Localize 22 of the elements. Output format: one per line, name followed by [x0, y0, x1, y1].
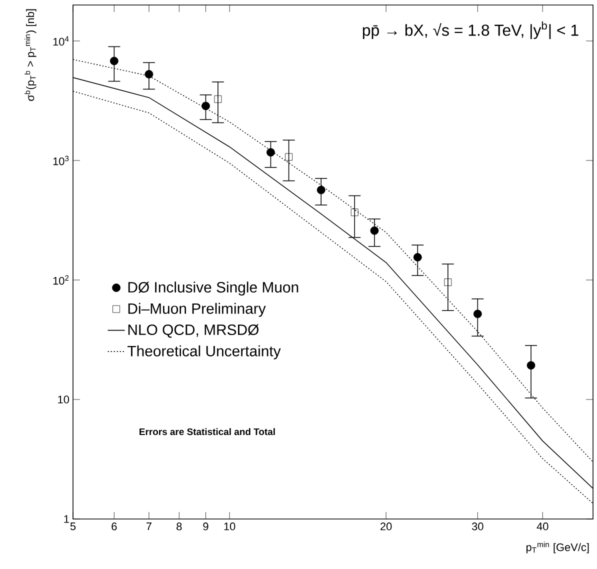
text: σ$^{b}$(p$_{T}$$^{b}$ > p$_{T}$$^{min}$) [nb]	[24, 9, 36, 101]
x-tick-label: 30	[472, 522, 484, 530]
x-tick-label: 8	[176, 522, 182, 530]
y-tick-label: 10$^{2}$	[53, 275, 69, 285]
x-tick-label: 6	[112, 522, 117, 530]
y-tick-label: 1	[64, 515, 69, 523]
x-tick-label: 40	[536, 522, 548, 530]
annotation: Errors are Statistical and Total	[140, 428, 275, 436]
y-tick-label: 10$^{4}$	[53, 36, 69, 46]
x-tick-label: 9	[203, 522, 208, 530]
x-tick-label: 7	[146, 522, 152, 530]
x-tick-label: 10	[224, 522, 236, 530]
legend-label: Theoretical Uncertainty	[128, 345, 281, 360]
y-tick-label: 10	[58, 396, 70, 404]
legend-label: NLO QCD, MRSDØ	[128, 324, 259, 338]
y-tick-label: 10$^{3}$	[53, 156, 69, 166]
text: pp̄ → bX, √s = 1.8 TeV, |y$^{b}$| < 1	[362, 21, 578, 40]
x-axis-title: p$_{T}$$^{min}$ [GeV/c]	[526, 542, 589, 554]
legend-label: Di–Muon Preliminary	[128, 302, 266, 317]
legend-label: DØ Inclusive Single Muon	[128, 282, 298, 296]
x-tick-label: 20	[380, 522, 392, 530]
x-tick-label: 5	[70, 522, 76, 530]
